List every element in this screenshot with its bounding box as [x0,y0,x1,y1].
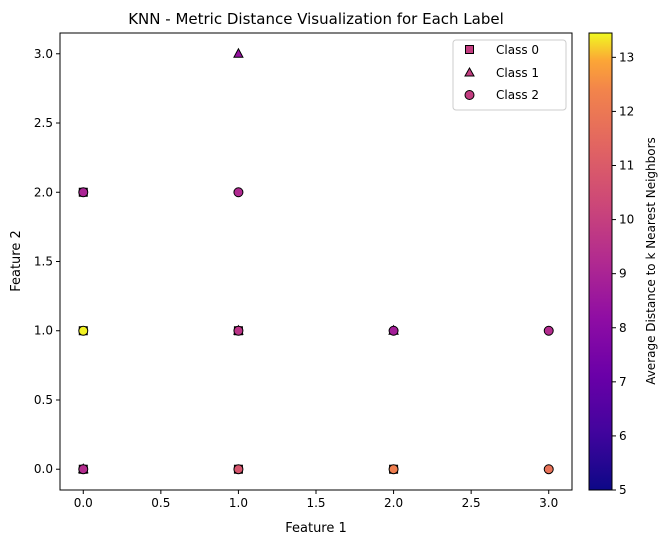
colorbar-tick-label: 12 [619,104,634,118]
legend-marker-class-2 [464,90,475,100]
colorbar-ticks: 5 6 7 8 9 10 11 12 13 [612,50,634,497]
colorbar-tick-label: 13 [619,50,634,64]
class-2-point [233,325,244,336]
colorbar-tick-label: 10 [619,213,634,227]
x-tick-label: 1.5 [306,496,325,510]
colorbar-tick-label: 5 [619,483,627,497]
y-tick-label: 0.0 [34,462,53,476]
class-2-point [233,187,244,198]
x-axis-label: Feature 1 [285,521,347,536]
plot-area [77,47,554,475]
class-2-point [543,325,554,336]
colorbar-gradient [588,32,613,491]
legend-box [452,39,567,111]
y-tick-label: 2.0 [34,185,53,199]
colorbar-tick-label: 9 [619,267,627,281]
y-tick-label: 3.0 [34,47,53,61]
class-2-point [78,187,89,198]
class-2-point [388,464,399,475]
y-tick-label: 1.5 [34,255,53,269]
y-tick-label: 2.5 [34,116,53,130]
y-axis-label: Feature 2 [9,230,24,292]
class-2-point [78,464,89,475]
legend-label-class-0: Class 0 [496,43,539,57]
x-tick-label: 0.0 [74,496,93,510]
x-tick-label: 2.5 [462,496,481,510]
colorbar-tick-label: 8 [619,321,627,335]
class-2-point [388,325,399,336]
legend-label-class-2: Class 2 [496,88,539,102]
y-tick-label: 1.0 [34,324,53,338]
x-tick-label: 2.0 [384,496,403,510]
class-2-point [78,325,89,336]
x-tick-label: 3.0 [539,496,558,510]
colorbar-tick-label: 6 [619,429,627,443]
class-2-point [233,464,244,475]
legend: Class 0 Class 1 Class 2 [452,39,567,111]
y-tick-label: 0.5 [34,393,53,407]
legend-marker-class-1 [464,66,475,77]
colorbar-label: Average Distance to k Nearest Neighbors [644,137,658,385]
x-tick-label: 1.0 [229,496,248,510]
x-axis: 0.0 0.5 1.0 1.5 2.0 2.5 3.0 [74,490,558,510]
colorbar-tick-label: 11 [619,159,634,173]
legend-label-class-1: Class 1 [496,66,539,80]
y-axis: 0.0 0.5 1.0 1.5 2.0 2.5 3.0 [34,47,60,476]
x-tick-label: 0.5 [151,496,170,510]
colorbar: 5 6 7 8 9 10 11 12 13 Average Distance to k Near… [588,32,658,497]
legend-marker-class-0 [465,45,474,54]
class-1-point [233,47,244,58]
chart-title: KNN - Metric Distance Visualization for … [128,10,504,28]
class-2-point [543,464,554,475]
colorbar-tick-label: 7 [619,375,627,389]
